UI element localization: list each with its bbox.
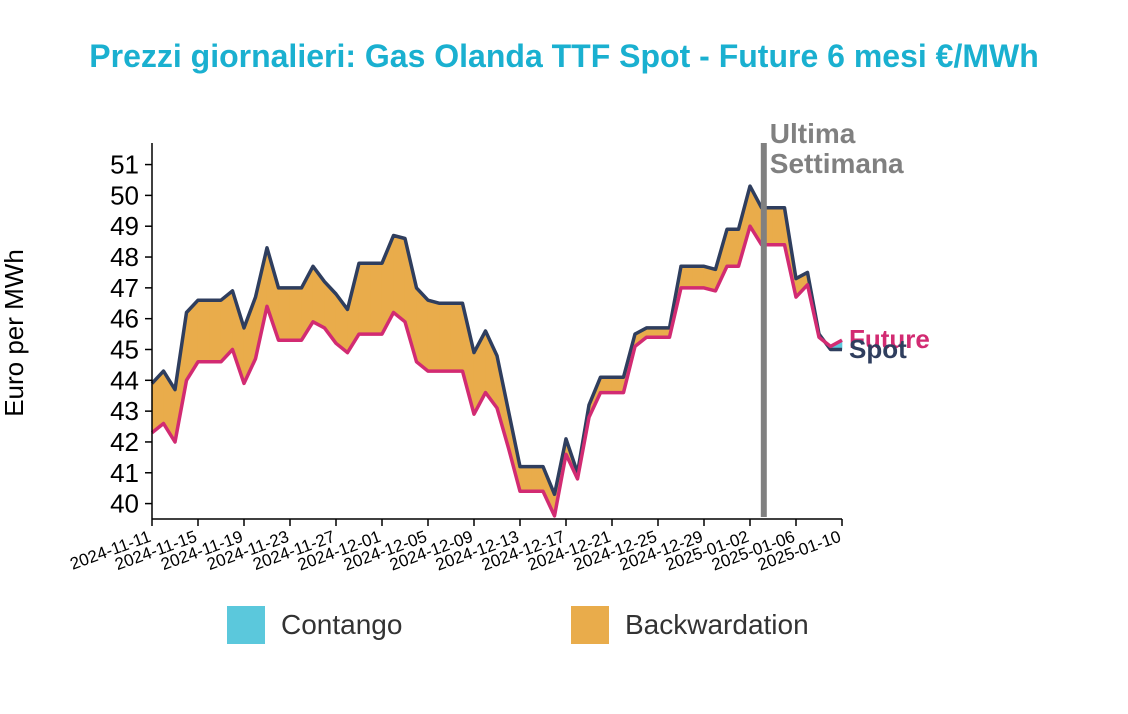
spread-band-segment xyxy=(370,262,383,335)
spread-band-segment xyxy=(255,247,268,359)
spread-band-segment xyxy=(611,376,624,393)
y-tick-label: 41 xyxy=(110,458,139,488)
y-tick-label: 48 xyxy=(110,242,139,272)
spread-band-segment xyxy=(358,262,371,335)
legend-item-contango: Contango xyxy=(227,606,402,644)
y-tick-label: 45 xyxy=(110,334,139,364)
spread-band-segment xyxy=(680,265,693,289)
y-tick-label: 46 xyxy=(110,304,139,334)
legend-item-backwardation: Backwardation xyxy=(571,606,809,644)
spread-band-segment xyxy=(519,466,532,492)
spread-band-segment xyxy=(439,302,452,372)
chart-svg: FutureSpot4041424344454647484950512024-1… xyxy=(0,118,930,575)
spread-band-segment xyxy=(531,466,544,492)
y-tick-label: 40 xyxy=(110,489,139,519)
legend-swatch-backwardation xyxy=(571,606,609,644)
series-label-future: Future xyxy=(849,324,930,354)
chart-title: Prezzi giornalieri: Gas Olanda TTF Spot … xyxy=(89,38,1039,74)
y-tick-label: 51 xyxy=(110,150,139,180)
spread-band-segment xyxy=(427,299,440,372)
y-tick-label: 43 xyxy=(110,396,139,426)
spread-band-segment xyxy=(393,235,406,323)
y-tick-label: 44 xyxy=(110,365,139,395)
last-week-label-line2: Settimana xyxy=(770,148,904,179)
y-tick-label: 47 xyxy=(110,273,139,303)
series-label-spot: Spot xyxy=(849,334,907,364)
y-tick-label: 49 xyxy=(110,211,139,241)
spread-band-segment xyxy=(772,207,785,246)
spread-band-segment xyxy=(209,299,222,363)
spread-band-segment xyxy=(600,376,613,393)
spread-band-segment xyxy=(278,287,291,341)
spread-band-segment xyxy=(692,265,705,289)
series-line-future xyxy=(150,224,843,518)
spread-band-segment xyxy=(289,287,302,341)
y-tick-label: 42 xyxy=(110,427,139,457)
series-line-spot xyxy=(150,184,842,497)
spread-band-segment xyxy=(450,302,463,372)
legend-label-backwardation: Backwardation xyxy=(625,609,809,640)
legend-swatch-contango xyxy=(227,606,265,644)
y-tick-label: 50 xyxy=(110,180,139,210)
chart-legend: Contango Backwardation xyxy=(0,606,1128,650)
spread-band-segment xyxy=(197,299,210,363)
last-week-label-line1: Ultima xyxy=(770,118,856,149)
legend-label-contango: Contango xyxy=(281,609,403,640)
spread-band-segment xyxy=(726,228,739,267)
y-axis-title: Euro per MWh xyxy=(0,249,29,417)
